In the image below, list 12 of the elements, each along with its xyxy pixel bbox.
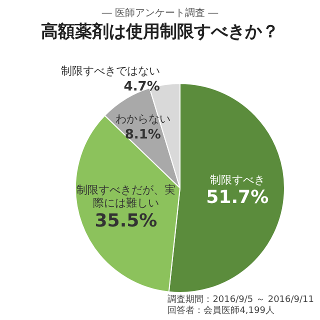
- data-label: 35.5%: [94, 210, 158, 232]
- slice-label: わからない: [115, 112, 170, 126]
- slice-label: 制限すべき: [210, 173, 265, 186]
- text: 調査期間：2016/9/5 ～ 2016/9/11: [168, 295, 314, 306]
- chart-title: 高額薬剤は使用制限すべきか？: [40, 21, 280, 43]
- data-label: 51.7%: [206, 187, 269, 208]
- chart-subtitle: ― 医師アンケート調査 ―: [100, 6, 220, 20]
- text: 回答者：会員医師4,199人: [168, 306, 276, 317]
- slice-label: 制限すべきだが、実際には難しい: [76, 184, 176, 210]
- slice-label: 制限すべきではない: [60, 64, 160, 78]
- data-label: 8.1%: [124, 127, 161, 142]
- data-label: 4.7%: [124, 79, 160, 94]
